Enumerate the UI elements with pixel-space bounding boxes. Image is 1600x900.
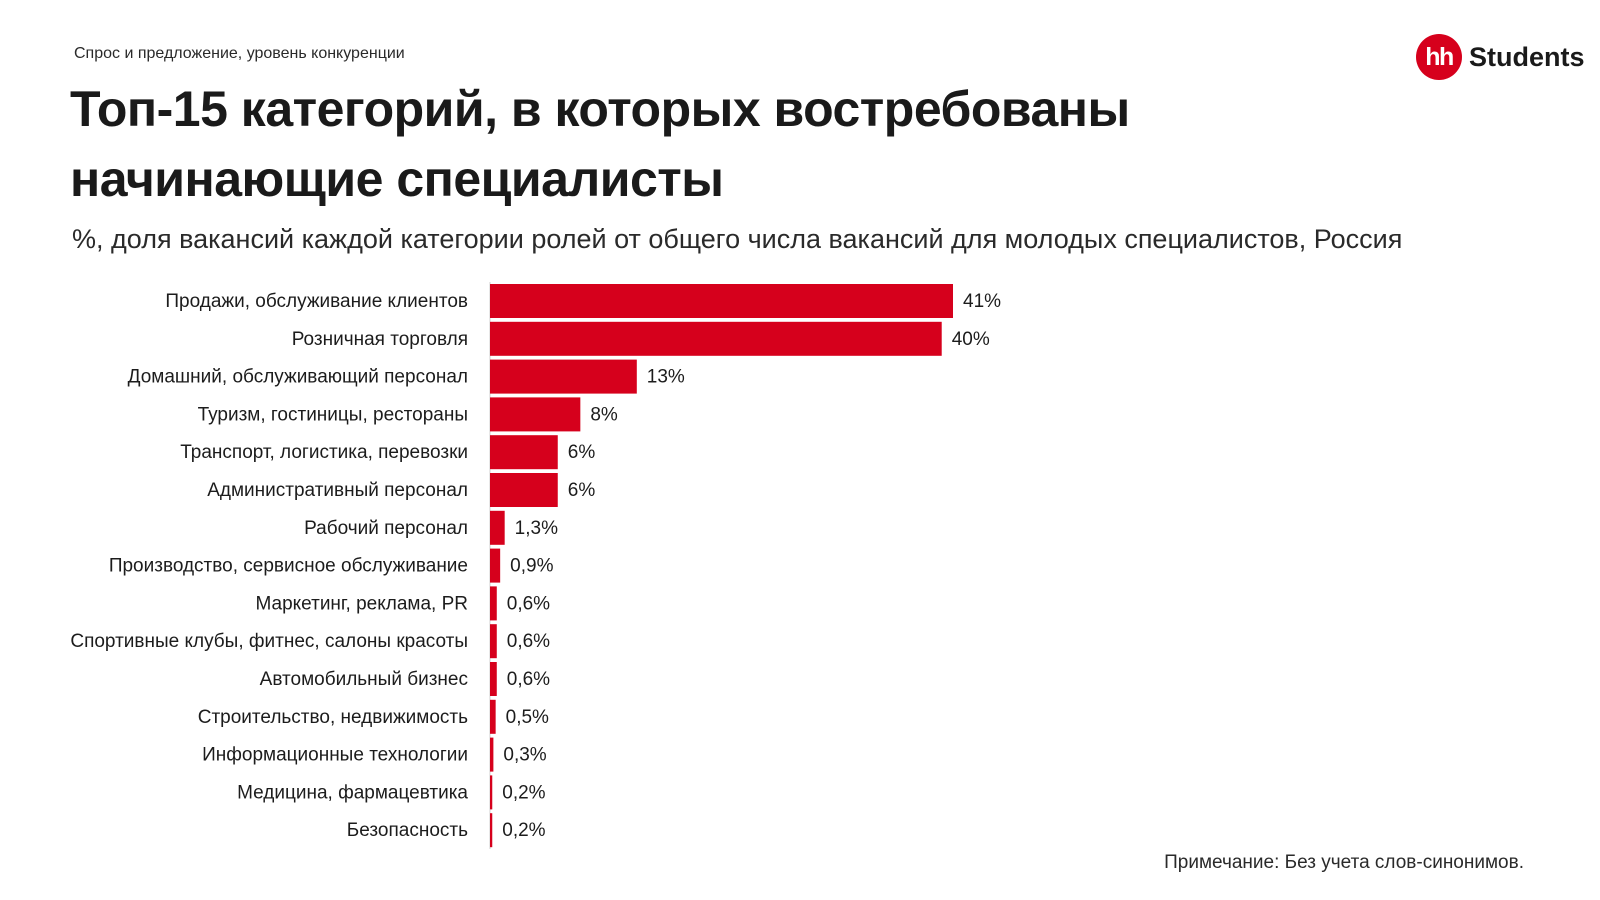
- bar: [490, 699, 496, 734]
- category-label: Туризм, гостиницы, рестораны: [198, 404, 468, 425]
- value-label: 0,3%: [503, 745, 546, 766]
- bar: [490, 397, 581, 432]
- footnote: Примечание: Без учета слов-синонимов.: [1164, 852, 1524, 873]
- category-label: Домашний, обслуживающий персонал: [128, 367, 468, 388]
- chart-subtitle: %, доля вакансий каждой категории ролей …: [72, 224, 1403, 254]
- value-label: 40%: [952, 329, 990, 350]
- value-label: 0,5%: [506, 707, 549, 728]
- category-label: Административный персонал: [207, 480, 468, 501]
- bar: [490, 284, 953, 318]
- bar: [490, 586, 497, 621]
- bar-chart: Продажи, обслуживание клиентов 41% Розничн…: [70, 282, 1001, 849]
- bar: [490, 624, 497, 659]
- hh-students-logo: hh Students: [1416, 34, 1585, 80]
- category-label: Безопасность: [347, 820, 468, 841]
- value-label: 41%: [963, 291, 1001, 312]
- bar: [490, 435, 558, 470]
- value-label: 6%: [568, 442, 596, 463]
- bar: [490, 510, 505, 545]
- bar: [490, 359, 637, 394]
- kicker-text: Спрос и предложение, уровень конкуренции: [74, 45, 405, 62]
- chart-title: Топ-15 категорий, в которых востребованы…: [70, 81, 1130, 207]
- value-label: 1,3%: [515, 518, 558, 539]
- value-label: 8%: [590, 404, 618, 425]
- bar: [490, 473, 558, 507]
- category-label: Строительство, недвижимость: [198, 707, 468, 728]
- bar: [490, 775, 493, 810]
- value-label: 0,6%: [507, 669, 550, 690]
- hh-logo-icon: hh: [1416, 34, 1462, 80]
- value-label: 13%: [647, 367, 685, 388]
- category-label: Медицина, фармацевтика: [237, 782, 468, 803]
- category-label: Производство, сервисное обслуживание: [109, 556, 468, 577]
- value-label: 0,2%: [502, 820, 545, 841]
- value-label: 0,2%: [502, 782, 545, 803]
- category-label: Информационные технологии: [202, 745, 468, 766]
- value-label: 0,6%: [507, 593, 550, 614]
- value-label: 6%: [568, 480, 596, 501]
- category-label: Маркетинг, реклама, PR: [255, 593, 468, 614]
- bar: [490, 321, 942, 356]
- category-label: Спортивные клубы, фитнес, салоны красоты: [70, 631, 468, 652]
- category-label: Розничная торговля: [292, 329, 468, 350]
- bar: [490, 737, 494, 772]
- value-label: 0,6%: [507, 631, 550, 652]
- category-label: Транспорт, логистика, перевозки: [180, 442, 468, 463]
- category-label: Продажи, обслуживание клиентов: [165, 291, 468, 312]
- category-label: Автомобильный бизнес: [260, 669, 468, 690]
- logo-wordmark: Students: [1469, 41, 1585, 72]
- bar: [490, 813, 493, 848]
- bar: [490, 662, 497, 696]
- category-label: Рабочий персонал: [304, 518, 468, 539]
- bar: [490, 548, 501, 583]
- value-label: 0,9%: [510, 556, 553, 577]
